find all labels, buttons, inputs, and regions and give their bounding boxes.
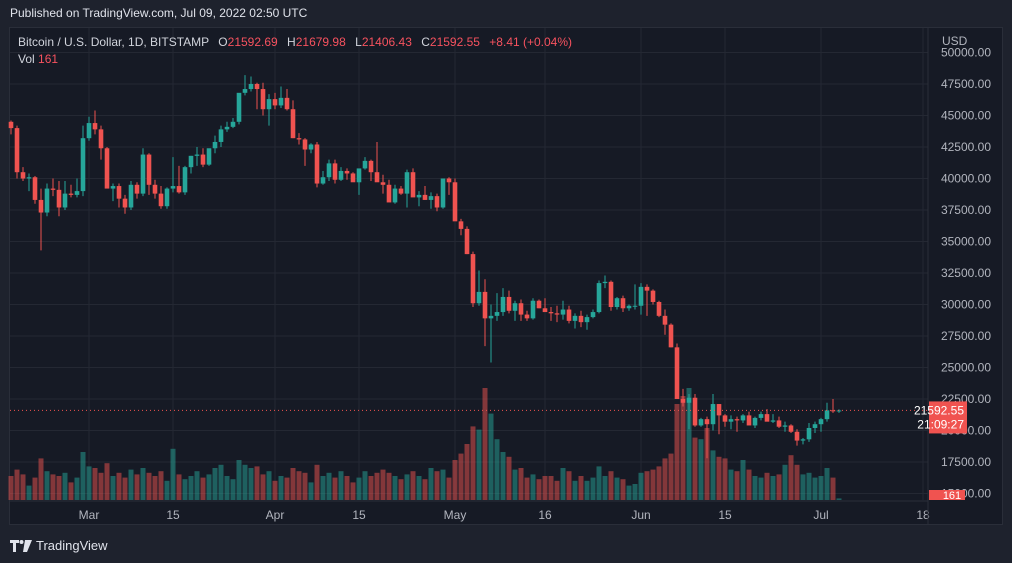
date-tick: 15	[166, 508, 180, 522]
low-value: 21406.43	[361, 35, 412, 49]
tradingview-logo-icon	[10, 539, 32, 552]
price-tick: 45000.00	[941, 109, 991, 123]
open-value: 21592.69	[227, 35, 278, 49]
last-volume-value: 161	[943, 490, 961, 502]
price-tick: 40000.00	[941, 172, 991, 186]
price-tick: 37500.00	[941, 203, 991, 217]
price-tick: 42500.00	[941, 140, 991, 154]
date-tick: 15	[352, 508, 366, 522]
price-tick: 27500.00	[941, 329, 991, 343]
close-value: 21592.55	[429, 35, 480, 49]
volume-value: 161	[38, 52, 59, 66]
brand-name: TradingView	[36, 538, 108, 553]
date-tick: 18	[916, 508, 930, 522]
ohlc-row: Bitcoin / U.S. Dollar, 1D, BITSTAMP O215…	[18, 35, 573, 49]
date-tick: Mar	[79, 508, 100, 522]
last-volume-badge	[929, 490, 965, 500]
price-tick: 50000.00	[941, 46, 991, 60]
price-tick: 47500.00	[941, 77, 991, 91]
change-value: +8.41 (+0.04%)	[489, 35, 573, 49]
price-tick: 25000.00	[941, 361, 991, 375]
date-tick: 15	[718, 508, 732, 522]
published-caption: Published on TradingView.com, Jul 09, 20…	[10, 6, 308, 20]
chart-legend: Bitcoin / U.S. Dollar, 1D, BITSTAMP O215…	[18, 34, 572, 68]
date-tick: May	[444, 508, 467, 522]
date-tick: Apr	[266, 508, 285, 522]
date-tick: Jul	[813, 508, 828, 522]
countdown-timer: 21:09:27	[917, 417, 964, 431]
last-price-value: 21592.55	[914, 403, 964, 417]
symbol-title[interactable]: Bitcoin / U.S. Dollar, 1D, BITSTAMP	[18, 35, 209, 49]
volume-row: Vol 161	[18, 52, 59, 66]
chart-panel[interactable]	[9, 27, 1003, 525]
date-tick: 16	[538, 508, 552, 522]
volume-bars	[8, 388, 842, 500]
date-tick: Jun	[631, 508, 650, 522]
price-tick: 17500.00	[941, 455, 991, 469]
price-tick: 30000.00	[941, 298, 991, 312]
high-value: 21679.98	[295, 35, 346, 49]
currency-label: USD	[942, 34, 968, 48]
tradingview-brand[interactable]: TradingView	[10, 538, 108, 553]
candles	[8, 75, 842, 459]
price-tick: 35000.00	[941, 235, 991, 249]
last-price-badge	[929, 401, 967, 434]
price-tick: 32500.00	[941, 266, 991, 280]
